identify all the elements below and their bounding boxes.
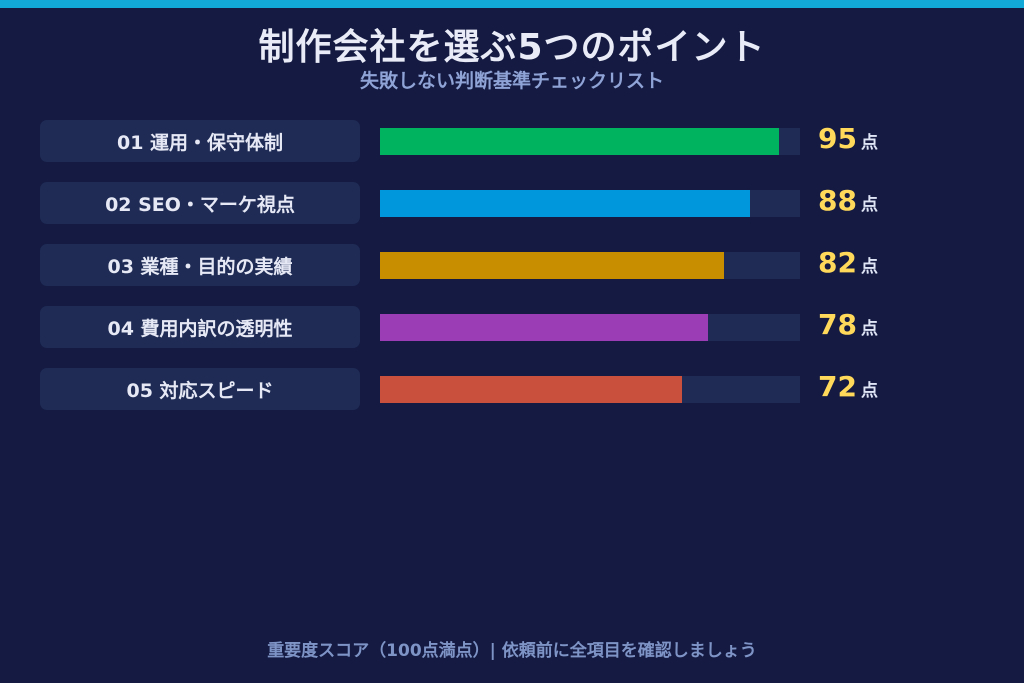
- category-label: 05 対応スピード: [40, 368, 360, 410]
- score-value: 78: [818, 308, 857, 341]
- bar: [380, 252, 724, 279]
- chart-row: 01 運用・保守体制 95 点: [0, 120, 1024, 164]
- chart-row: 04 費用内訳の透明性 78 点: [0, 306, 1024, 350]
- score-unit: 点: [860, 195, 878, 215]
- category-label: 03 業種・目的の実績: [40, 244, 360, 286]
- chart-row: 05 対応スピード 72 点: [0, 368, 1024, 412]
- bar-track: [380, 252, 800, 279]
- bar: [380, 314, 708, 341]
- bar: [380, 190, 750, 217]
- bar: [380, 376, 682, 403]
- score-unit: 点: [860, 257, 878, 277]
- score-label: 88 点: [818, 184, 878, 224]
- score-label: 82 点: [818, 246, 878, 286]
- bar-track: [380, 376, 800, 403]
- category-label: 01 運用・保守体制: [40, 120, 360, 162]
- score-unit: 点: [860, 133, 878, 153]
- score-value: 72: [818, 370, 857, 403]
- category-label: 02 SEO・マーケ視点: [40, 182, 360, 224]
- bar-track: [380, 314, 800, 341]
- page-title: 制作会社を選ぶ5つのポイント: [258, 27, 766, 68]
- chart-row: 02 SEO・マーケ視点 88 点: [0, 182, 1024, 226]
- score-value: 88: [818, 184, 857, 217]
- top-accent-bar: [0, 0, 1024, 8]
- score-value: 95: [818, 122, 857, 155]
- footer-note: 重要度スコア（100点満点）| 依頼前に全項目を確認しましょう: [267, 641, 757, 661]
- score-unit: 点: [860, 381, 878, 401]
- page-subtitle: 失敗しない判断基準チェックリスト: [359, 70, 664, 92]
- score-label: 72 点: [818, 370, 878, 410]
- category-label: 04 費用内訳の透明性: [40, 306, 360, 348]
- bar-track: [380, 190, 800, 217]
- score-unit: 点: [860, 319, 878, 339]
- score-value: 82: [818, 246, 857, 279]
- score-label: 78 点: [818, 308, 878, 348]
- score-label: 95 点: [818, 122, 878, 162]
- bar-track: [380, 128, 800, 155]
- chart-row: 03 業種・目的の実績 82 点: [0, 244, 1024, 288]
- bar: [380, 128, 779, 155]
